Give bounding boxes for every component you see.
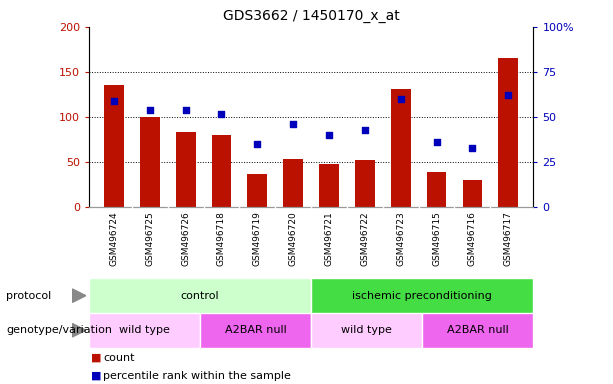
Polygon shape xyxy=(72,289,86,303)
Bar xyxy=(311,278,533,313)
Text: GSM496723: GSM496723 xyxy=(396,211,405,266)
Bar xyxy=(355,161,375,207)
Point xyxy=(432,139,441,146)
Point xyxy=(181,107,191,113)
Bar xyxy=(248,174,267,207)
Text: wild type: wild type xyxy=(341,325,392,335)
Text: count: count xyxy=(103,353,134,363)
Text: ■: ■ xyxy=(91,371,101,381)
Text: ■: ■ xyxy=(91,353,101,363)
Bar xyxy=(89,278,311,313)
Text: A2BAR null: A2BAR null xyxy=(225,325,286,335)
Bar xyxy=(176,132,196,207)
Point xyxy=(360,127,370,133)
Text: wild type: wild type xyxy=(119,325,170,335)
Polygon shape xyxy=(72,323,86,337)
Point xyxy=(216,111,226,117)
Text: percentile rank within the sample: percentile rank within the sample xyxy=(103,371,291,381)
Text: ischemic preconditioning: ischemic preconditioning xyxy=(352,291,492,301)
Text: GSM496718: GSM496718 xyxy=(217,211,226,266)
Bar xyxy=(463,180,482,207)
Bar xyxy=(427,172,446,207)
Text: GSM496725: GSM496725 xyxy=(145,211,154,266)
Title: GDS3662 / 1450170_x_at: GDS3662 / 1450170_x_at xyxy=(223,9,400,23)
Point xyxy=(109,98,119,104)
Point xyxy=(468,145,478,151)
Text: A2BAR null: A2BAR null xyxy=(447,325,509,335)
Text: control: control xyxy=(181,291,219,301)
Bar xyxy=(200,313,311,348)
Point xyxy=(145,107,154,113)
Bar xyxy=(140,117,159,207)
Bar xyxy=(89,313,200,348)
Point xyxy=(288,121,298,127)
Text: GSM496720: GSM496720 xyxy=(289,211,298,266)
Point xyxy=(253,141,262,147)
Text: GSM496717: GSM496717 xyxy=(504,211,512,266)
Text: genotype/variation: genotype/variation xyxy=(6,325,112,335)
Bar xyxy=(283,159,303,207)
Text: GSM496721: GSM496721 xyxy=(324,211,333,266)
Text: GSM496722: GSM496722 xyxy=(360,211,370,266)
Bar xyxy=(211,135,231,207)
Text: GSM496724: GSM496724 xyxy=(110,211,118,266)
Bar xyxy=(498,58,518,207)
Text: GSM496726: GSM496726 xyxy=(181,211,190,266)
Bar xyxy=(391,89,411,207)
Text: protocol: protocol xyxy=(6,291,51,301)
Bar xyxy=(422,313,533,348)
Bar xyxy=(311,313,422,348)
Point xyxy=(396,96,406,102)
Text: GSM496719: GSM496719 xyxy=(253,211,262,266)
Text: GSM496716: GSM496716 xyxy=(468,211,477,266)
Point xyxy=(324,132,334,138)
Text: GSM496715: GSM496715 xyxy=(432,211,441,266)
Point xyxy=(503,93,513,99)
Bar xyxy=(104,84,124,207)
Bar xyxy=(319,164,339,207)
